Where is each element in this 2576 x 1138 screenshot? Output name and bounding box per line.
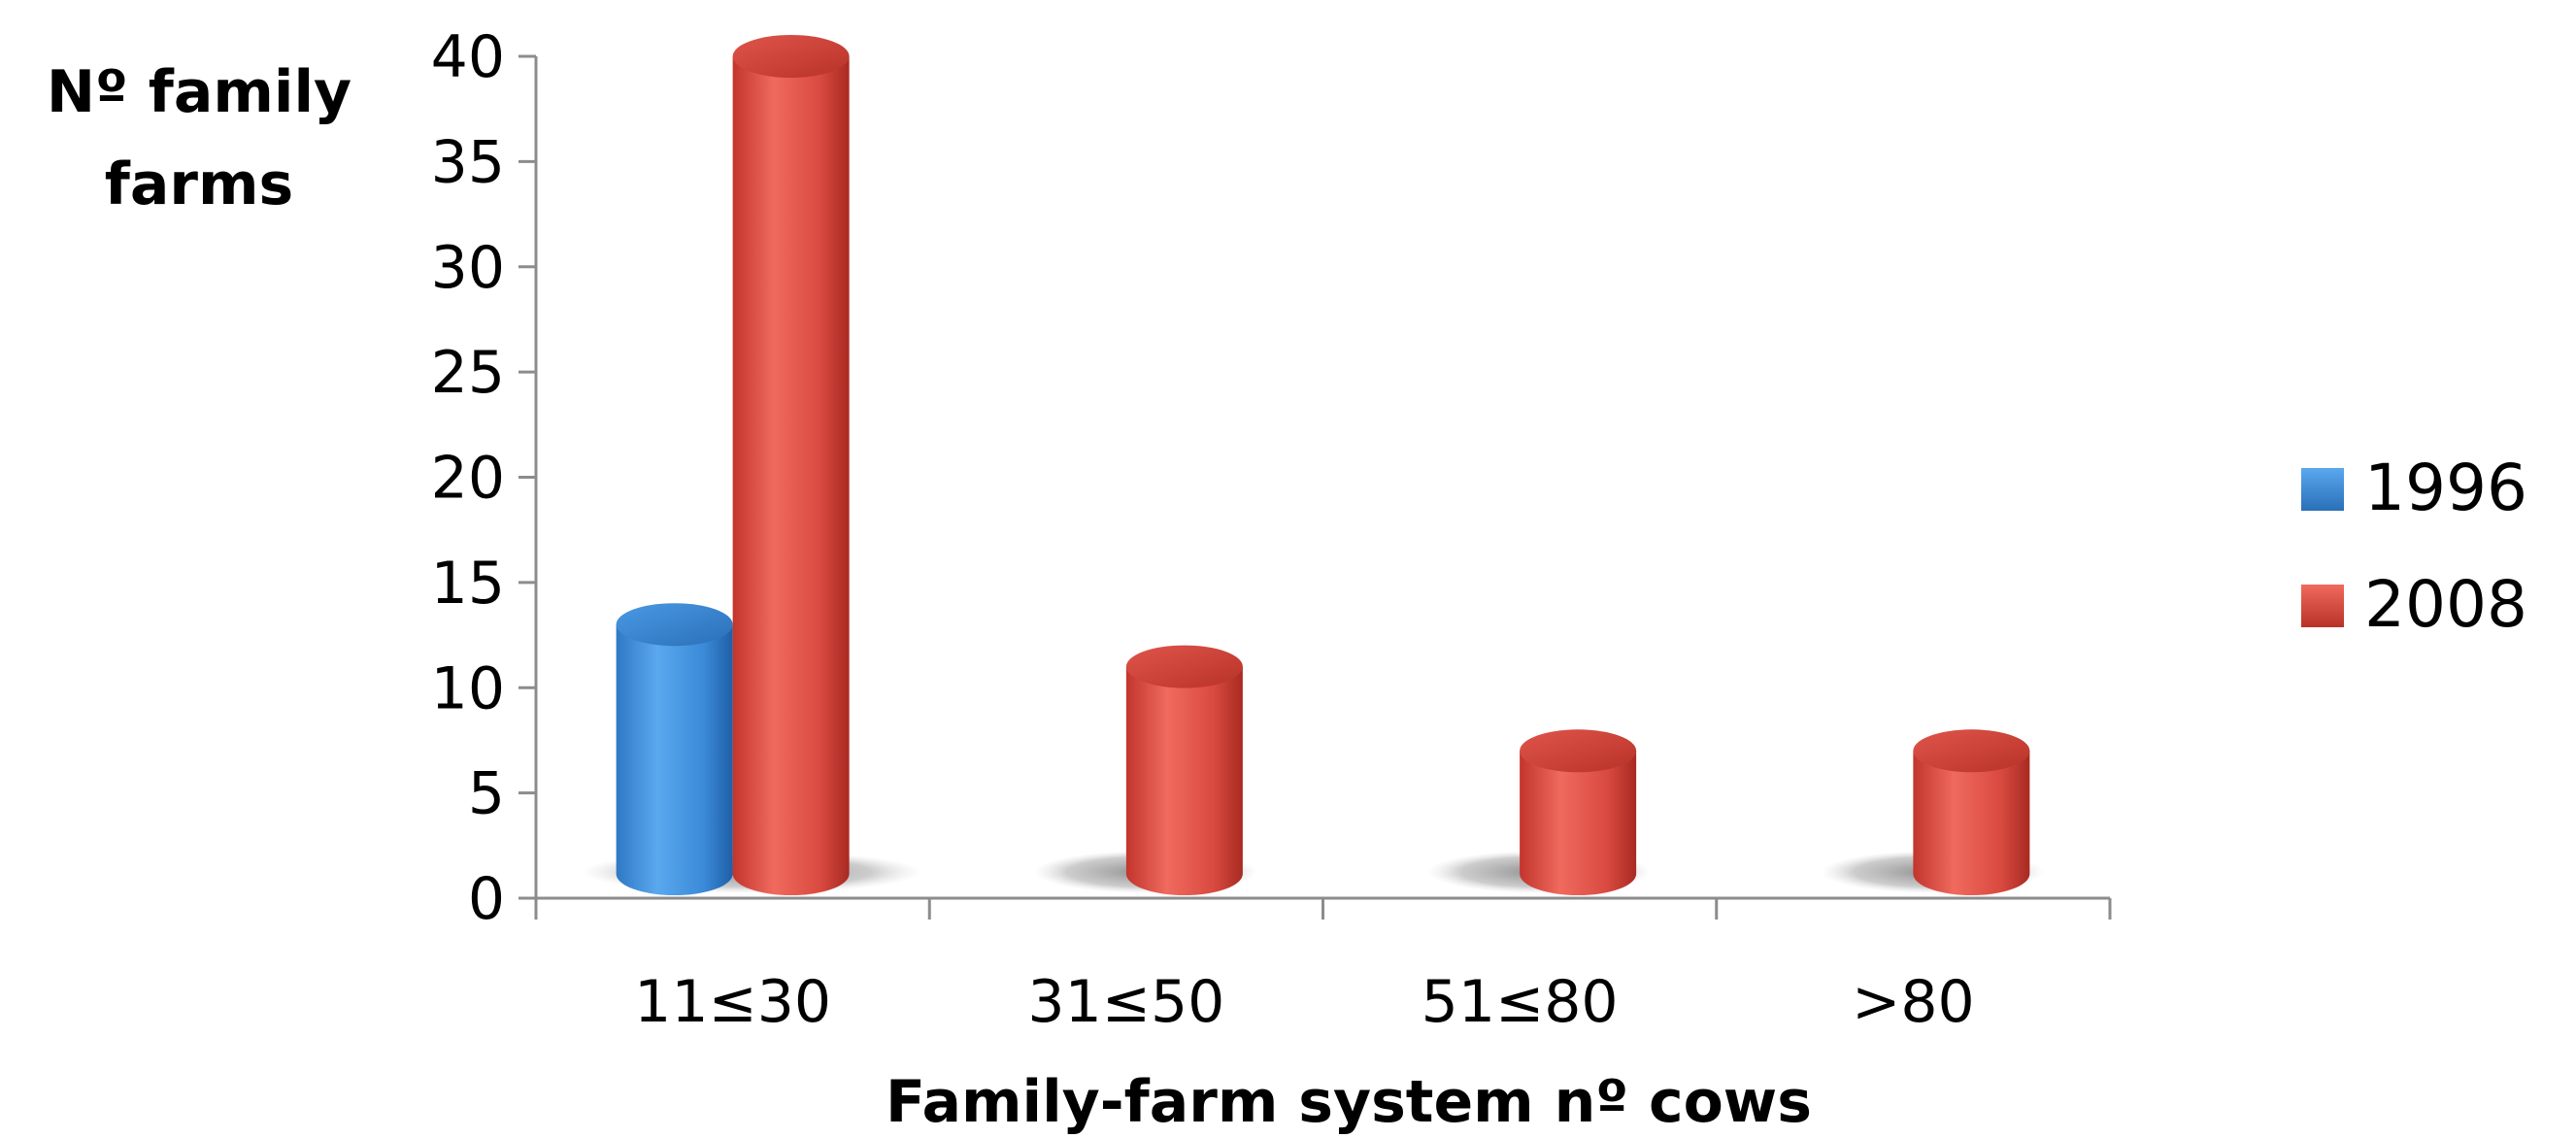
bar-cap <box>616 603 733 647</box>
bar-body <box>1913 751 2030 895</box>
y-tick-label: 25 <box>431 339 505 407</box>
bar-cap <box>1125 645 1243 688</box>
x-tick-label: 11≤30 <box>634 968 831 1036</box>
bar-2008-11≤30 <box>732 35 850 895</box>
bar-cap <box>1520 729 1637 773</box>
y-axis-title-line-2: farms <box>105 151 293 218</box>
y-tick-label: 20 <box>431 445 505 513</box>
y-tick-label: 5 <box>468 760 505 828</box>
bar-2008-51≤80 <box>1520 729 1637 895</box>
bars-group <box>616 35 2030 895</box>
y-tick-label: 40 <box>431 23 505 91</box>
x-tick-label: >80 <box>1852 968 1975 1036</box>
y-tick-label: 0 <box>468 865 505 933</box>
y-tick-label: 10 <box>431 654 505 722</box>
bar-cap <box>732 35 850 78</box>
axes: 0 5 10 15 20 25 30 35 40 11≤30 31≤50 51≤80 >80 <box>431 23 2112 1036</box>
bar-body <box>732 56 850 895</box>
x-tick-label: 31≤50 <box>1027 968 1224 1036</box>
bar-body <box>1125 666 1243 895</box>
legend-label-1996: 1996 <box>2364 451 2527 525</box>
legend: 1996 2008 <box>2301 451 2527 642</box>
x-ticks: 11≤30 31≤50 51≤80 >80 <box>534 898 2112 1036</box>
y-ticks: 0 5 10 15 20 25 30 35 40 <box>431 23 536 933</box>
bar-2008-31≤50 <box>1125 645 1243 895</box>
legend-swatch-1996 <box>2301 468 2344 511</box>
y-tick-label: 35 <box>431 128 505 196</box>
bar-2008->80 <box>1913 729 2030 895</box>
y-tick-label: 15 <box>431 550 505 618</box>
bar-body <box>616 624 733 895</box>
bar-body <box>1520 751 1637 895</box>
legend-label-2008: 2008 <box>2364 567 2527 642</box>
legend-swatch-2008 <box>2301 585 2344 627</box>
x-axis-title: Family-farm system nº cows <box>886 1068 1812 1136</box>
bar-1996-11≤30 <box>616 603 733 895</box>
y-tick-label: 30 <box>431 234 505 302</box>
x-tick-label: 51≤80 <box>1422 968 1619 1036</box>
y-axis-title: Nº family farms <box>47 58 351 218</box>
bar-cap <box>1913 729 2030 773</box>
y-axis-title-line-1: Nº family <box>47 58 351 126</box>
